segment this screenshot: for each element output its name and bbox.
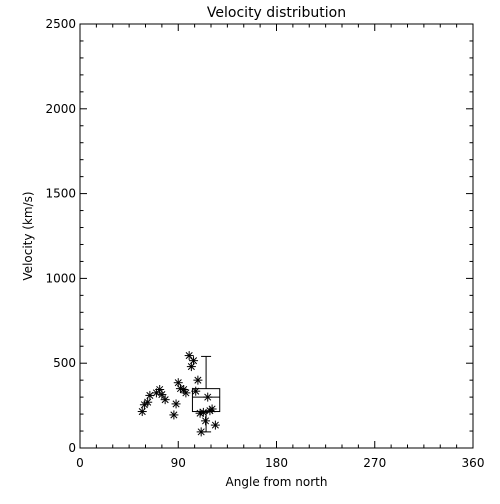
data-point	[207, 404, 217, 414]
x-tick-label: 0	[76, 456, 84, 470]
data-point	[155, 384, 165, 394]
data-point	[210, 420, 220, 430]
chart-title: Velocity distribution	[207, 5, 346, 21]
data-point	[157, 390, 167, 400]
x-tick-label: 270	[363, 456, 386, 470]
y-tick-label: 1000	[45, 271, 76, 285]
plot-frame	[79, 23, 474, 449]
data-point	[160, 395, 170, 405]
data-point	[203, 392, 213, 402]
data-point	[191, 386, 201, 396]
x-tick-label: 90	[171, 456, 186, 470]
data-point	[184, 351, 194, 361]
y-tick-label: 500	[53, 356, 76, 370]
data-point	[196, 427, 206, 437]
data-point	[198, 407, 208, 417]
data-point	[137, 407, 147, 417]
data-point	[143, 397, 153, 407]
x-tick-label: 180	[265, 456, 288, 470]
data-point	[145, 390, 155, 400]
y-tick-label: 1500	[45, 187, 76, 201]
y-axis-label: Velocity (km/s)	[21, 191, 35, 280]
data-point	[169, 410, 179, 420]
points-layer	[137, 351, 220, 437]
y-tick-label: 2000	[45, 102, 76, 116]
data-point	[193, 375, 203, 385]
y-tick-label: 2500	[45, 17, 76, 31]
axes-layer: 0 90 180 270 360 0 500 1000 1500 2000 2500	[45, 17, 484, 470]
data-point	[171, 399, 181, 409]
x-axis-label: Angle from north	[226, 475, 328, 489]
y-tick-label: 0	[68, 441, 76, 455]
data-point	[201, 416, 211, 426]
data-point	[189, 356, 199, 366]
data-point	[181, 388, 191, 398]
x-tick-label: 360	[462, 456, 485, 470]
